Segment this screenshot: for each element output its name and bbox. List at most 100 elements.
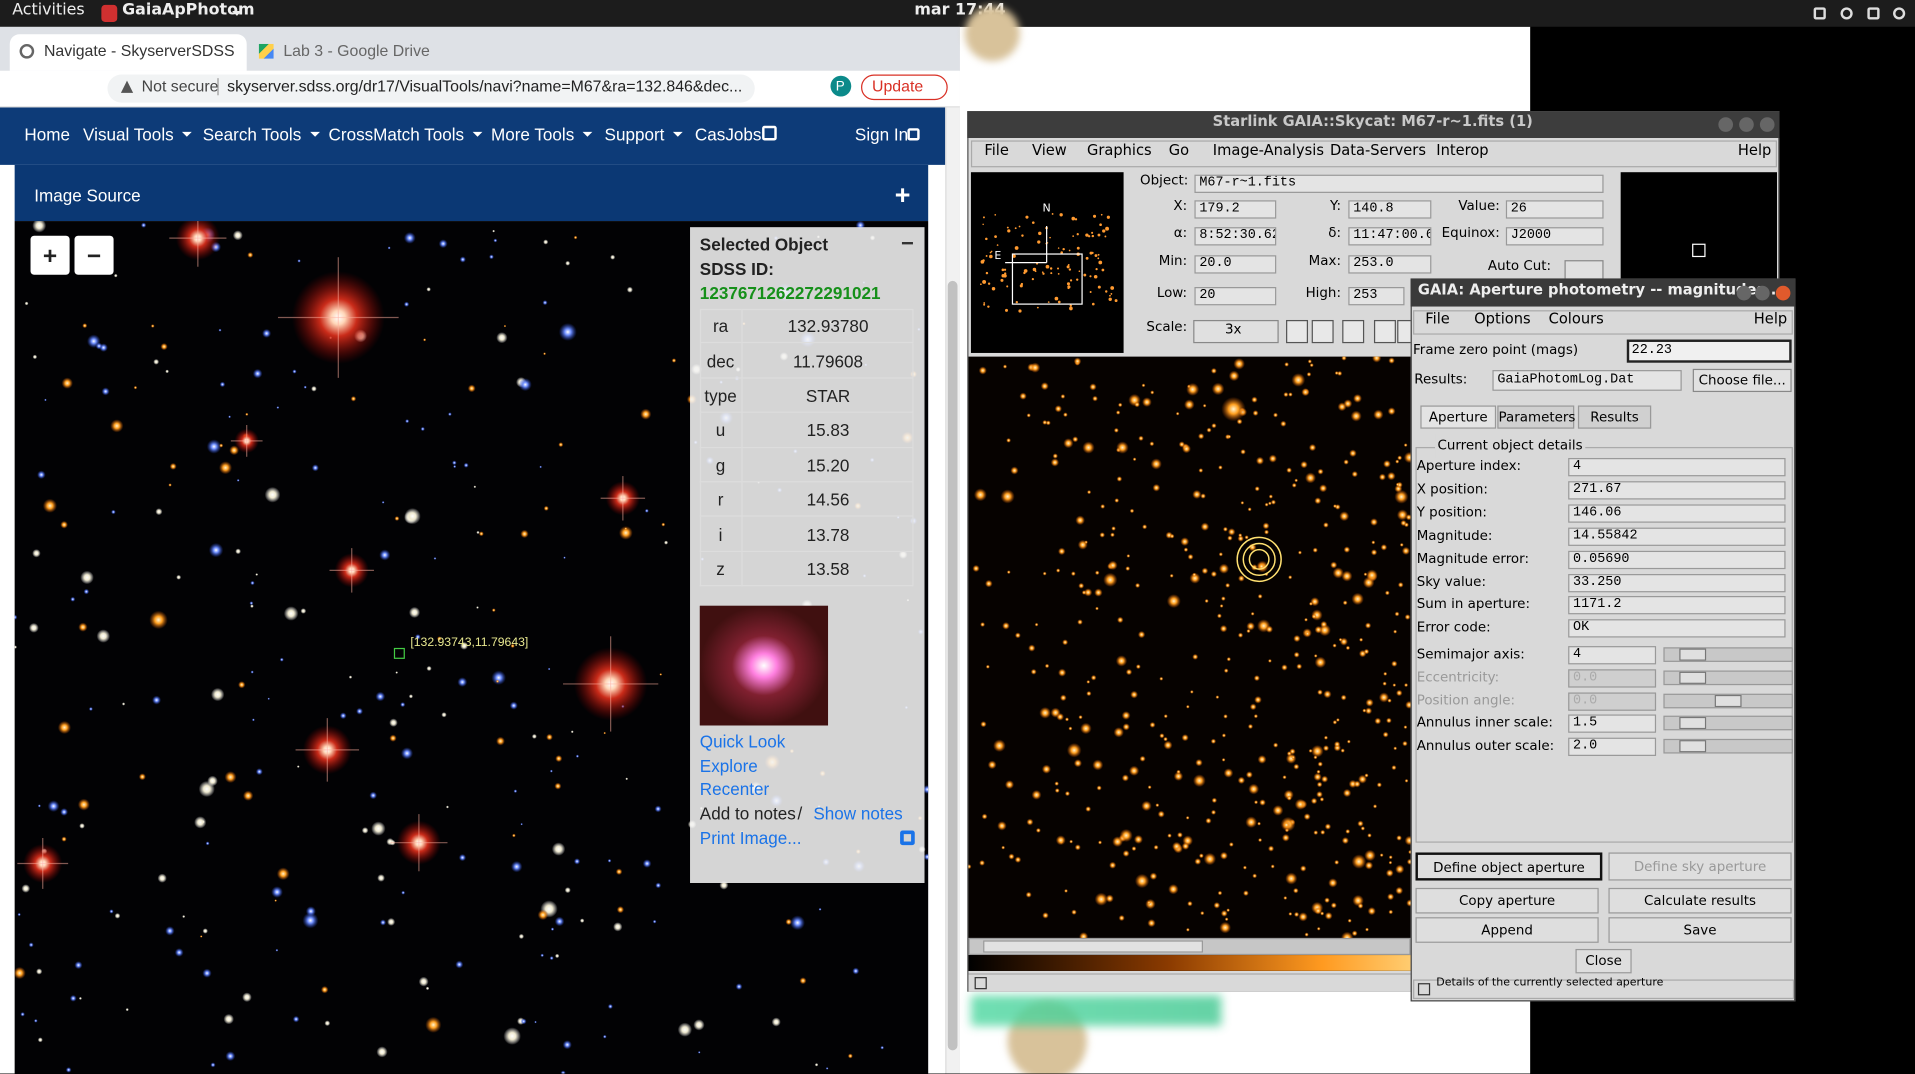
- star: [1210, 738, 1217, 744]
- results-entry[interactable]: GaiaPhotomLog.Dat: [1492, 370, 1682, 391]
- tab[interactable]: Parameters: [1497, 405, 1575, 429]
- show-notes[interactable]: Show notes: [813, 803, 903, 824]
- nav-item[interactable]: Search Tools: [203, 122, 320, 146]
- star: [1403, 451, 1411, 464]
- pan-star: [1101, 268, 1105, 272]
- button[interactable]: Calculate results: [1608, 887, 1792, 914]
- star: [276, 406, 280, 409]
- menu-item[interactable]: Options: [1474, 310, 1531, 328]
- star: [697, 1051, 701, 1054]
- menu-item[interactable]: View: [1031, 141, 1067, 159]
- tool-button[interactable]: [1311, 319, 1334, 344]
- tab[interactable]: Aperture: [1420, 405, 1497, 429]
- nav-item[interactable]: Support: [605, 122, 683, 146]
- star: [1163, 740, 1173, 750]
- star: [1233, 358, 1245, 370]
- button[interactable]: Save: [1608, 917, 1792, 943]
- tab-active[interactable]: [9, 34, 247, 71]
- close-control[interactable]: [1775, 285, 1791, 301]
- star: [1057, 547, 1066, 556]
- close-button[interactable]: Close: [1575, 948, 1632, 974]
- star: [219, 381, 226, 388]
- scale-menu[interactable]: 3x: [1193, 319, 1279, 344]
- link[interactable]: Quick Look: [699, 731, 786, 752]
- image-source-bar: [14, 164, 929, 222]
- tab-title[interactable]: Navigate - SkyserverSDSS: [43, 41, 235, 60]
- dialog-titlebar: [1410, 278, 1796, 307]
- menu-item[interactable]: Data-Servers: [1329, 141, 1426, 159]
- star: [1041, 764, 1052, 774]
- star: [426, 287, 431, 292]
- menu-item[interactable]: Interop: [1436, 141, 1489, 159]
- star: [980, 721, 987, 728]
- star: [537, 909, 549, 921]
- nav-item[interactable]: More Tools: [491, 122, 593, 146]
- auto-cut-button[interactable]: [1564, 260, 1604, 280]
- button[interactable]: Append: [1415, 917, 1599, 943]
- menu-item[interactable]: Colours: [1548, 310, 1604, 328]
- nav-item[interactable]: CasJobs: [694, 124, 762, 145]
- print-image[interactable]: Print Image...: [699, 828, 802, 848]
- menu-item[interactable]: File: [984, 141, 1009, 159]
- menu-item[interactable]: Image-Analysis: [1212, 141, 1325, 159]
- star: [790, 915, 805, 931]
- add-to-notes[interactable]: Add to notes: [699, 803, 796, 824]
- window-control[interactable]: [1755, 285, 1770, 301]
- star: [1246, 621, 1255, 631]
- star: [1220, 909, 1228, 917]
- slider-entry[interactable]: 0.0: [1568, 669, 1657, 688]
- star: [109, 909, 114, 914]
- zoom-in-button[interactable]: [30, 235, 70, 275]
- slider-entry[interactable]: 1.5: [1568, 714, 1657, 734]
- menu-item[interactable]: Go: [1168, 141, 1190, 159]
- collapse-button[interactable]: −: [901, 230, 914, 256]
- window-control[interactable]: [1718, 117, 1734, 132]
- print-icon[interactable]: [900, 830, 915, 846]
- star: [1175, 411, 1180, 416]
- star: [1293, 634, 1301, 643]
- menu-help[interactable]: Help: [1753, 310, 1788, 328]
- star: [1324, 897, 1330, 904]
- slider-entry[interactable]: 4: [1568, 646, 1657, 665]
- app-name[interactable]: GaiaApPhotom: [122, 1, 255, 20]
- slider-entry[interactable]: 2.0: [1568, 737, 1657, 757]
- nav-item[interactable]: CrossMatch Tools: [329, 122, 483, 146]
- slider-entry[interactable]: 0.0: [1568, 691, 1657, 711]
- zoom-out-button[interactable]: [74, 235, 114, 275]
- button[interactable]: Define sky aperture: [1608, 852, 1792, 881]
- star: [1291, 482, 1297, 488]
- omnibox[interactable]: [107, 74, 755, 103]
- window-control[interactable]: [1739, 117, 1754, 132]
- star: [296, 765, 300, 768]
- zero-point-entry[interactable]: 22.23: [1626, 339, 1792, 363]
- update-button[interactable]: [861, 74, 948, 101]
- link[interactable]: Explore: [699, 755, 758, 776]
- tab-title[interactable]: Lab 3 - Google Drive: [283, 41, 430, 60]
- star: [1293, 651, 1300, 658]
- star: [394, 516, 400, 521]
- link[interactable]: Recenter: [699, 779, 770, 800]
- tool-button[interactable]: [1286, 319, 1309, 344]
- star: [1387, 893, 1395, 901]
- sign-in[interactable]: Sign In: [854, 124, 909, 145]
- star: [1115, 655, 1128, 667]
- choose-file-button[interactable]: Choose file...: [1692, 368, 1792, 393]
- star: [1190, 690, 1194, 694]
- button[interactable]: Copy aperture: [1415, 887, 1599, 914]
- tab[interactable]: Results: [1577, 405, 1652, 429]
- star: [1202, 403, 1207, 408]
- tool-button[interactable]: [1342, 319, 1365, 344]
- activities-button[interactable]: Activities: [12, 1, 85, 20]
- tool-button[interactable]: [1373, 319, 1396, 344]
- menu-item[interactable]: Graphics: [1086, 141, 1152, 159]
- pan-star: [1100, 213, 1103, 216]
- nav-item[interactable]: Visual Tools: [83, 122, 192, 146]
- window-control[interactable]: [1736, 285, 1752, 301]
- menu-help[interactable]: Help: [1737, 141, 1772, 159]
- nav-item[interactable]: Home: [24, 124, 71, 145]
- window-control[interactable]: [1759, 117, 1775, 132]
- button[interactable]: Define object aperture: [1415, 852, 1603, 881]
- expand-button[interactable]: +: [894, 179, 911, 211]
- star: [255, 573, 259, 576]
- menu-item[interactable]: File: [1425, 310, 1450, 328]
